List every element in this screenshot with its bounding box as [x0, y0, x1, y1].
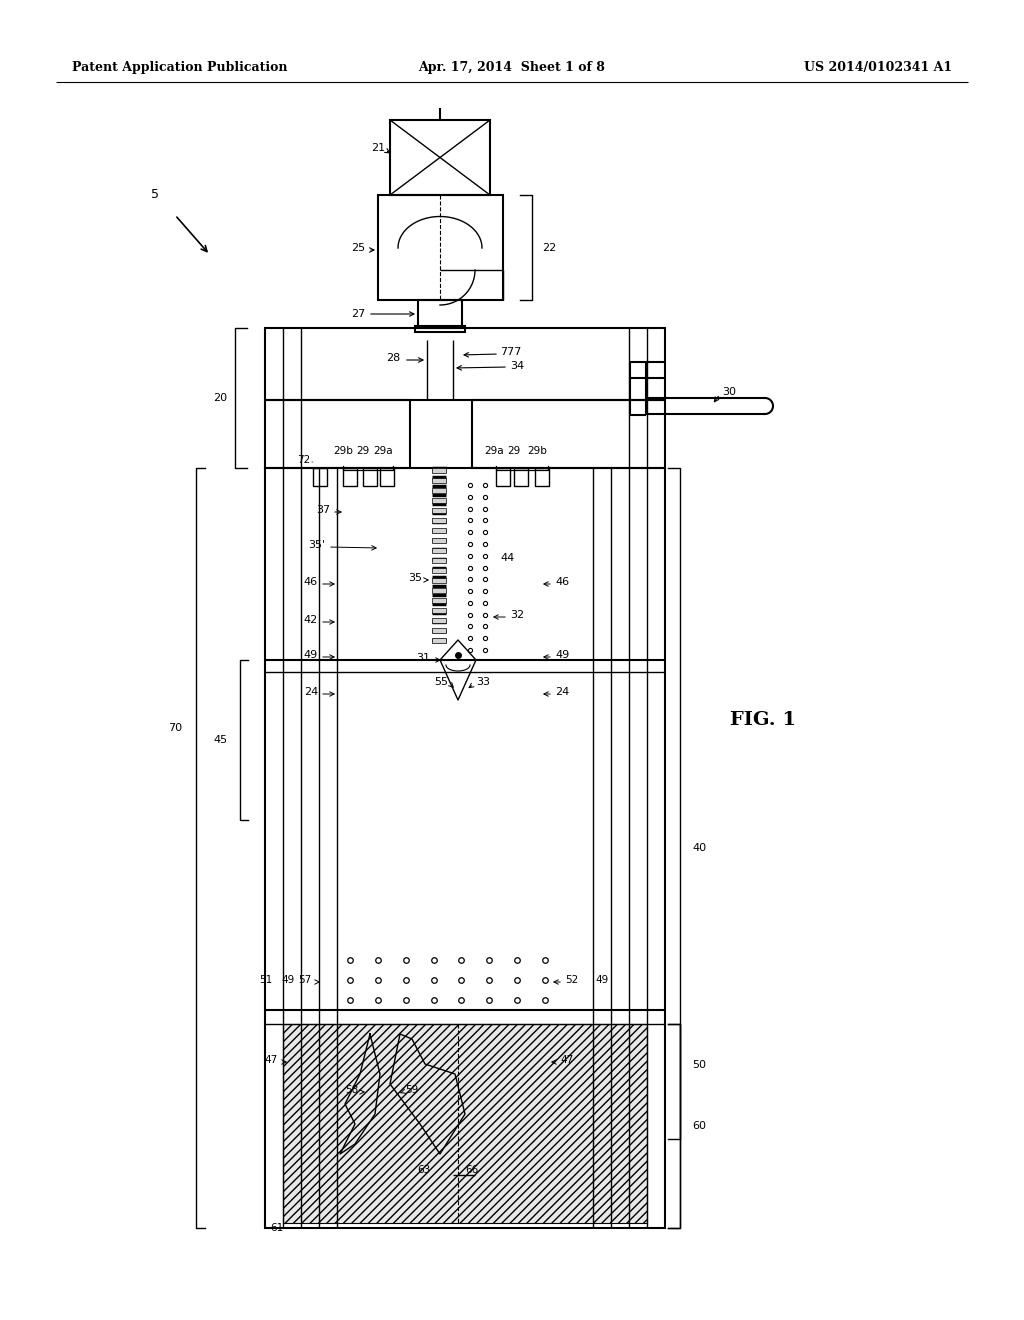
Text: 21: 21 [371, 143, 385, 153]
Bar [432, 539, 446, 543]
Text: 29b: 29b [527, 446, 547, 455]
Text: 49: 49 [595, 975, 608, 985]
Bar [432, 478, 446, 483]
Text: 24: 24 [555, 686, 569, 697]
Text: 45: 45 [214, 735, 228, 744]
Text: 63: 63 [417, 1166, 430, 1175]
Bar [432, 598, 446, 603]
Bar [432, 628, 446, 634]
Text: 49: 49 [555, 649, 569, 660]
Text: 49: 49 [282, 975, 295, 985]
Text: 34: 34 [510, 360, 524, 371]
Bar [415, 326, 465, 333]
Bar [432, 508, 446, 513]
Text: 50: 50 [692, 1060, 706, 1071]
Text: 29: 29 [356, 446, 370, 455]
Bar [432, 548, 446, 553]
Bar [418, 300, 462, 327]
Text: 57: 57 [298, 975, 311, 985]
Text: 35': 35' [308, 540, 325, 550]
Text: 28: 28 [386, 352, 400, 363]
Bar [432, 578, 446, 583]
Text: 55: 55 [434, 677, 449, 686]
Text: 52: 52 [565, 975, 579, 985]
Text: 40: 40 [692, 843, 707, 853]
Bar [432, 558, 446, 564]
Bar [432, 618, 446, 623]
Text: 25: 25 [351, 243, 365, 253]
Text: 29b: 29b [333, 446, 353, 455]
Bar [514, 469, 528, 486]
Text: 777: 777 [500, 347, 521, 356]
Bar [265, 469, 665, 1228]
Bar [432, 528, 446, 533]
Text: 29a: 29a [484, 446, 504, 455]
Text: 72: 72 [297, 455, 310, 465]
Text: 20: 20 [213, 393, 227, 403]
Text: 58: 58 [345, 1085, 358, 1096]
Bar [496, 469, 510, 486]
Bar [535, 469, 549, 486]
Polygon shape [283, 1024, 647, 1224]
Text: Patent Application Publication: Patent Application Publication [72, 62, 288, 74]
Text: 61: 61 [270, 1224, 284, 1233]
Text: 33: 33 [476, 677, 490, 686]
Bar [378, 195, 503, 300]
Text: 47: 47 [265, 1055, 278, 1065]
Bar [390, 120, 490, 195]
Text: 35: 35 [408, 573, 422, 583]
Text: US 2014/0102341 A1: US 2014/0102341 A1 [804, 62, 952, 74]
Text: 27: 27 [351, 309, 365, 319]
Bar [380, 469, 394, 486]
Bar [343, 469, 357, 486]
Bar [265, 400, 410, 469]
Bar [362, 469, 377, 486]
Text: 29a: 29a [373, 446, 393, 455]
Text: 29: 29 [507, 446, 520, 455]
Bar [432, 568, 446, 573]
Text: Apr. 17, 2014  Sheet 1 of 8: Apr. 17, 2014 Sheet 1 of 8 [419, 62, 605, 74]
Text: 42: 42 [304, 615, 318, 624]
Text: 24: 24 [304, 686, 318, 697]
Text: 46: 46 [304, 577, 318, 587]
Text: 30: 30 [722, 387, 736, 397]
Text: 5: 5 [151, 189, 159, 202]
Bar [432, 609, 446, 612]
Bar [432, 587, 446, 593]
Text: FIG. 1: FIG. 1 [730, 711, 796, 729]
Text: 49: 49 [304, 649, 318, 660]
Text: 59: 59 [406, 1085, 418, 1096]
Text: 70: 70 [168, 723, 182, 733]
Text: 60: 60 [692, 1121, 706, 1131]
Bar [432, 498, 446, 503]
Bar [432, 517, 446, 523]
Text: 66: 66 [465, 1166, 478, 1175]
Bar [472, 400, 665, 469]
Bar [432, 638, 446, 643]
Bar [432, 488, 446, 492]
Text: 32: 32 [510, 610, 524, 620]
Bar [265, 327, 665, 400]
Bar [313, 469, 327, 486]
Text: 22: 22 [542, 243, 556, 253]
Text: 46: 46 [555, 577, 569, 587]
Text: 47: 47 [560, 1055, 573, 1065]
Text: 51: 51 [259, 975, 272, 985]
Text: 31: 31 [416, 653, 430, 663]
Text: 37: 37 [315, 506, 330, 515]
Bar [432, 469, 446, 473]
Text: 44: 44 [500, 553, 514, 564]
